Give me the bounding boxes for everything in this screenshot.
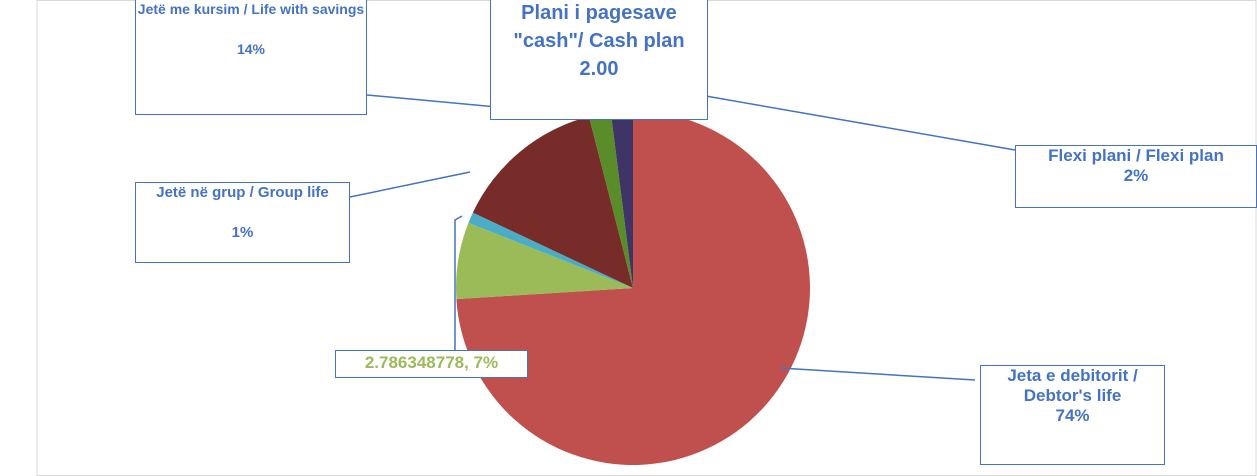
label-category: Flexi plani / Flexi plan [1048, 146, 1224, 165]
data-label: Jeta e debitorit / Debtor's life 74% [980, 365, 1165, 465]
pie-slice [456, 222, 633, 300]
leader-line [779, 367, 976, 381]
leader-line [454, 215, 463, 350]
data-label: Jetë me kursim / Life with savings 14% [135, 0, 367, 115]
pie-slice [472, 116, 633, 288]
leader-line [349, 171, 471, 198]
data-label: Flexi plani / Flexi plan 2% [1015, 145, 1257, 208]
label-value: 1% [231, 224, 254, 241]
pie-slice [456, 111, 810, 465]
label-category: Jetë në grup / Group life [156, 184, 329, 201]
label-value: 2% [1123, 166, 1149, 185]
pie-slice [468, 212, 633, 288]
data-label: Jetë në grup / Group life 1% [135, 182, 350, 263]
data-label: 2.786348778, 7% [335, 350, 528, 378]
label-category: Jetë me kursim / Life with savings [137, 1, 365, 17]
leader-line [699, 94, 1016, 151]
label-value: 2.786348778, 7% [364, 353, 499, 372]
pie-slice [588, 112, 633, 289]
data-label: Plani i pagesave "cash"/ Cash plan 2.00 [490, 0, 708, 120]
label-category: Jeta e debitorit / Debtor's life [1007, 366, 1138, 405]
label-value: 74% [1055, 406, 1090, 425]
label-value: 2.00 [579, 58, 619, 80]
label-value: 14% [236, 41, 266, 57]
pie-slice [610, 111, 633, 288]
label-category: Plani i pagesave "cash"/ Cash plan [513, 2, 685, 52]
